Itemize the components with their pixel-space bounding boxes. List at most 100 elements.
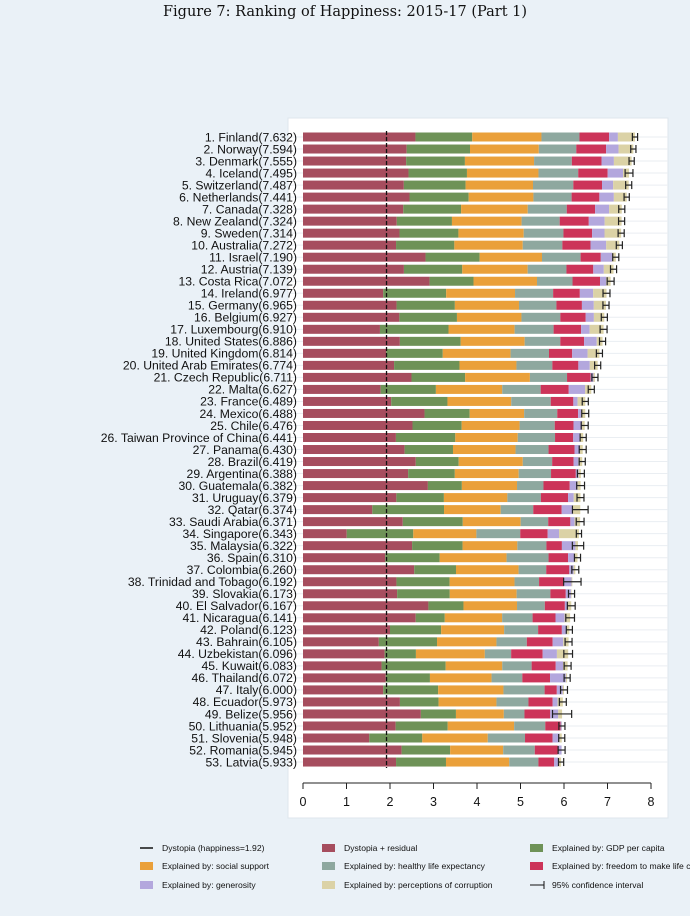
bar-segment-ss — [435, 384, 503, 394]
bar-row — [303, 517, 585, 527]
bar-segment-hle — [516, 360, 553, 370]
country-label: 27. Panama(6.430) — [193, 443, 297, 457]
bar-segment-gen — [606, 144, 619, 154]
bar-segment-ss — [458, 228, 524, 238]
bar-segment-gdp — [381, 661, 446, 671]
bar-segment-ss — [413, 529, 477, 539]
bar-segment-cor — [556, 649, 569, 659]
bar-segment-hle — [521, 312, 561, 322]
bar-segment-hle — [534, 156, 572, 166]
bar-segment-cor — [604, 228, 622, 238]
country-label: 36. Spain(6.310) — [207, 551, 297, 565]
bar-segment-gdp — [399, 336, 461, 346]
bar-segment-gen — [600, 252, 613, 262]
bar-segment-ss — [479, 252, 542, 262]
country-label: 12. Austria(7.139) — [201, 263, 297, 277]
bar-segment-ss — [443, 493, 508, 503]
bar-segment-fr — [551, 469, 576, 479]
country-label: 13. Costa Rica(7.072) — [178, 275, 297, 289]
bar-segment-dr — [303, 757, 397, 767]
bar-segment-hle — [522, 457, 553, 467]
bar-segment-gdp — [411, 372, 466, 382]
bar-segment-fr — [548, 445, 575, 455]
bar-segment-gen — [581, 324, 590, 334]
bar-segment-fr — [525, 733, 553, 743]
bar-segment-ss — [444, 613, 503, 623]
bar-segment-dr — [303, 721, 396, 731]
bar-segment-ss — [460, 336, 525, 346]
legend-swatch-gen — [140, 881, 153, 889]
legend-swatch-cor — [322, 881, 335, 889]
bar-segment-dr — [303, 601, 429, 611]
bar-segment-gdp — [404, 445, 453, 455]
country-label: 38. Trinidad and Tobago(6.192) — [128, 575, 297, 589]
bar-segment-gen — [600, 276, 607, 286]
bar-segment-dr — [303, 324, 380, 334]
bar-segment-fr — [556, 300, 582, 310]
legend-item: Explained by: GDP per capita — [530, 843, 665, 853]
country-label: 1. Finland(7.632) — [205, 130, 297, 144]
bar-segment-gdp — [408, 469, 455, 479]
bar-segment-gen — [578, 360, 590, 370]
bar-segment-gdp — [412, 541, 463, 551]
bar-segment-ss — [455, 709, 504, 719]
bar-segment-dr — [303, 420, 413, 430]
bar-segment-gdp — [385, 553, 440, 563]
bar-segment-hle — [518, 300, 557, 310]
bar-segment-ss — [459, 360, 517, 370]
bar-row — [303, 372, 599, 382]
bar-segment-ss — [429, 673, 492, 683]
bar-segment-fr — [548, 553, 569, 563]
bar-row — [303, 613, 576, 623]
bar-segment-fr — [540, 384, 569, 394]
bar-segment-dr — [303, 553, 386, 563]
bar-row — [303, 553, 582, 563]
x-tick-label: 8 — [648, 795, 655, 809]
bar-segment-hle — [541, 132, 580, 142]
bar-segment-dr — [303, 144, 407, 154]
bar-segment-dr — [303, 264, 404, 274]
country-label: 20. United Arab Emirates(6.774) — [123, 359, 297, 373]
legend-item: Explained by: generosity — [140, 880, 256, 890]
bar-segment-fr — [545, 721, 561, 731]
bar-segment-dr — [303, 529, 347, 539]
bar-segment-gen — [570, 517, 575, 527]
country-label: 35. Malaysia(6.322) — [190, 539, 297, 553]
country-label: 43. Bahrain(6.105) — [196, 635, 297, 649]
bar-segment-gen — [609, 132, 618, 142]
bar-segment-gdp — [396, 300, 455, 310]
bar-segment-hle — [502, 384, 541, 394]
bar-segment-hle — [524, 336, 561, 346]
bar-segment-gen — [542, 649, 557, 659]
bar-segment-fr — [560, 336, 585, 346]
bar-segment-hle — [522, 240, 563, 250]
bar-row — [303, 673, 571, 683]
bar-segment-gen — [574, 445, 580, 455]
bar-segment-ss — [451, 216, 522, 226]
bar-segment-cor — [618, 144, 634, 154]
legend-label: Explained by: perceptions of corruption — [344, 880, 493, 890]
bar-row — [303, 433, 587, 442]
bar-row — [303, 481, 586, 491]
bar-segment-ss — [468, 192, 534, 202]
legend-label: Explained by: social support — [162, 861, 270, 871]
bar-segment-fr — [560, 312, 586, 322]
bar-segment-dr — [303, 565, 415, 575]
bar-segment-ss — [461, 204, 528, 214]
bar-segment-gen — [588, 216, 605, 226]
bar-segment-fr — [546, 541, 562, 551]
x-tick-label: 4 — [474, 795, 481, 809]
country-label: 15. Germany(6.965) — [188, 299, 297, 313]
bar-segment-hle — [527, 264, 567, 274]
bar-segment-ss — [454, 300, 519, 310]
bar-segment-gen — [592, 228, 605, 238]
bar-segment-fr — [559, 216, 589, 226]
x-tick-label: 0 — [300, 795, 307, 809]
bar-segment-gen — [561, 541, 576, 551]
legend-item: Explained by: healthy life expectancy — [322, 861, 486, 871]
country-label: 47. Italy(6.000) — [216, 683, 297, 697]
legend-label: Dystopia + residual — [344, 843, 417, 853]
bar-segment-dr — [303, 288, 384, 298]
x-tick-label: 3 — [430, 795, 437, 809]
country-label: 3. Denmark(7.555) — [195, 154, 297, 168]
